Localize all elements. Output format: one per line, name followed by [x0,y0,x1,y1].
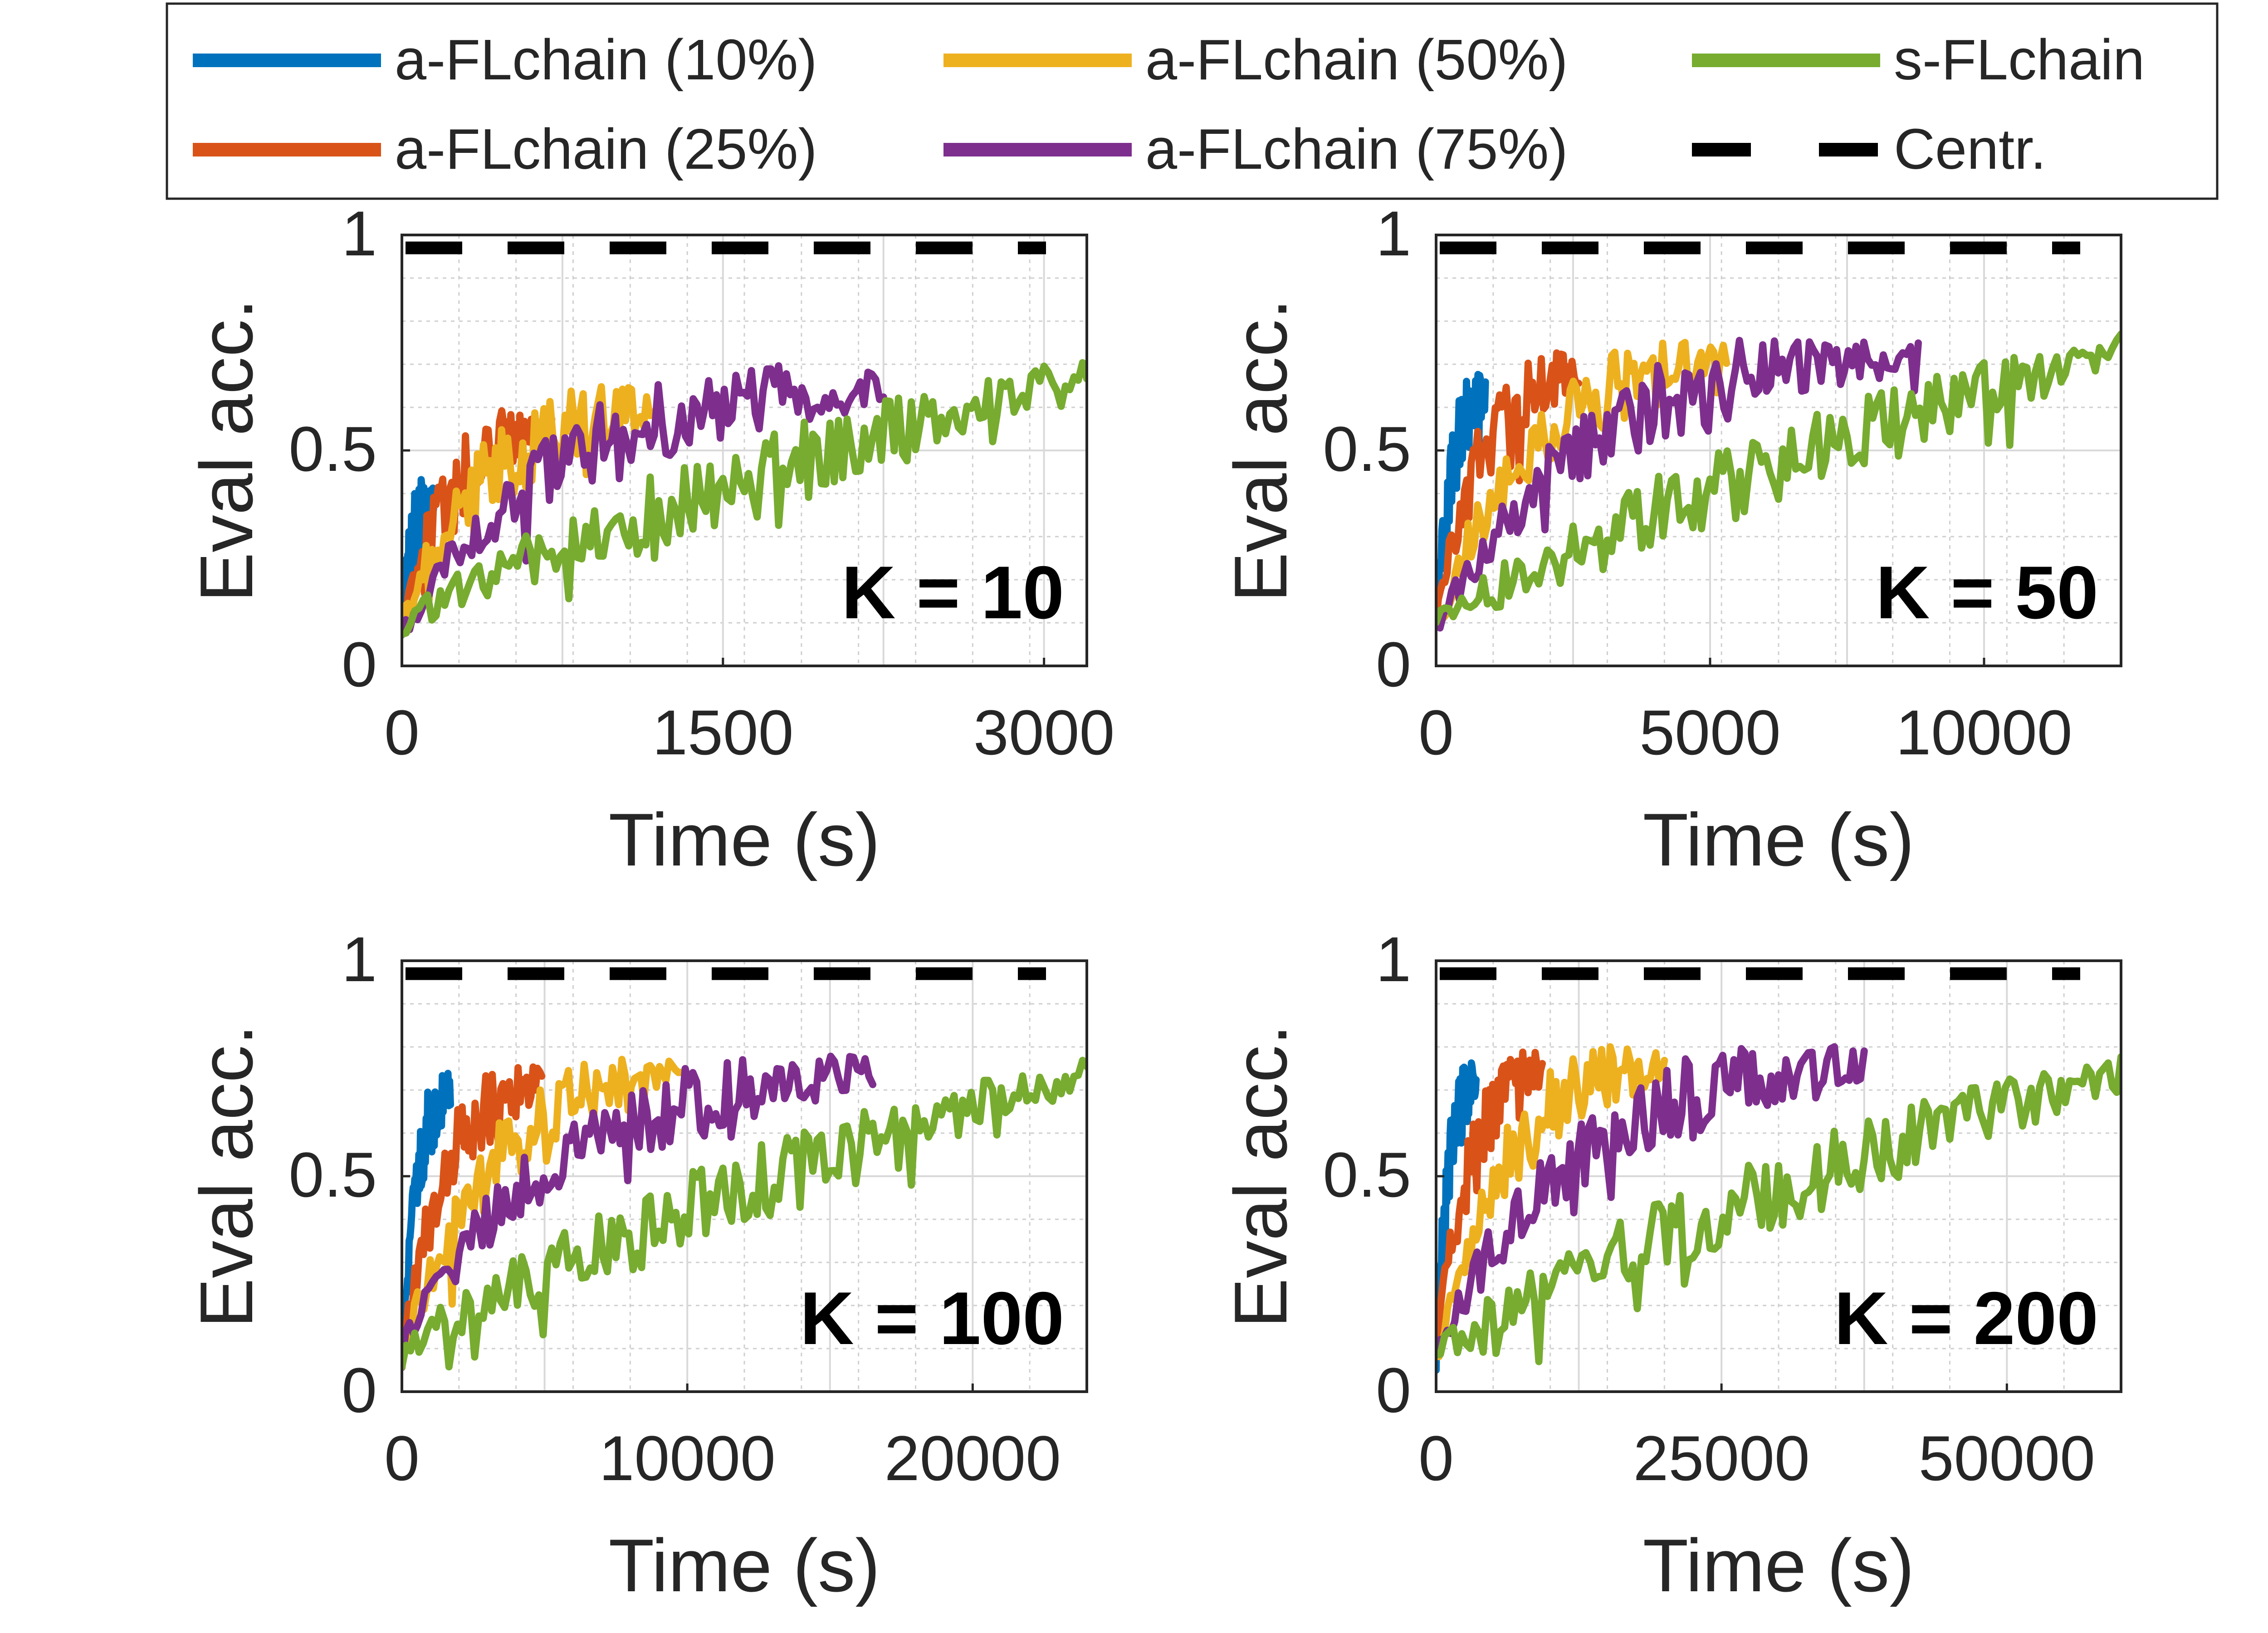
x-tick-label: 10000 [1896,697,2072,768]
y-tick-label: 1 [342,198,377,269]
legend-entry: a-FLchain (50%) [943,28,1568,92]
legend-label: a-FLchain (25%) [395,117,817,181]
x-tick-label: 0 [1418,697,1454,768]
series-line [1436,371,1489,627]
x-tick-label: 0 [384,697,420,768]
x-tick-label: 25000 [1633,1423,1810,1494]
y-tick-label: 0.5 [1323,413,1411,484]
series-line [402,1056,685,1371]
legend-label: Centr. [1894,117,2046,181]
series-line [402,1056,1087,1371]
legend-entry: a-FLchain (75%) [943,117,1568,181]
series-group [402,1052,1087,1371]
x-tick-label: 50000 [1919,1423,2095,1494]
x-tick-label: 0 [1418,1423,1454,1494]
series-line [1436,1043,1668,1360]
y-tick-label: 0 [1376,1354,1411,1426]
y-tick-label: 0 [342,629,377,700]
k-annotation: K = 100 [800,1276,1065,1360]
subplot-k10: 0 0.5 1 0 1500 3000 Time (s) Eval acc. K = 10 [185,198,1114,881]
series-line [402,362,887,638]
series-line [402,1052,877,1371]
series-line [1436,349,1583,627]
y-tick-label: 0.5 [288,413,377,484]
y-axis-label: Eval acc. [185,298,268,602]
legend-label: a-FLchain (75%) [1145,117,1568,181]
y-axis-label: Eval acc. [1219,1024,1302,1328]
series-line [402,1070,454,1371]
series-line [402,359,1087,638]
y-tick-label: 0.5 [288,1139,377,1210]
legend: a-FLchain (10%) a-FLchain (50%) s-FLchai… [166,2,2219,200]
subplot-k50: 0 0.5 1 0 5000 10000 Time (s) Eval acc. K = 50 [1219,198,2122,881]
x-axis-label: Time (s) [1643,1524,1915,1607]
y-tick-label: 0 [342,1354,377,1426]
x-tick-label: 20000 [885,1423,1061,1494]
legend-label: a-FLchain (10%) [395,28,817,92]
x-axis-label: Time (s) [1643,798,1915,881]
series-group [1436,1043,2121,1374]
series-line [1436,337,1922,632]
x-tick-label: 10000 [599,1423,776,1494]
x-tick-label: 5000 [1639,697,1780,768]
k-annotation: K = 200 [1834,1276,2099,1360]
series-line [1436,1048,1546,1359]
y-tick-label: 1 [1376,924,1411,995]
series-line [1436,1053,2121,1365]
x-tick-label: 1500 [652,697,793,768]
y-axis-label: Eval acc. [1219,298,1302,602]
k-annotation: K = 10 [841,551,1064,634]
y-tick-label: 1 [1376,198,1411,269]
series-group [402,359,1087,639]
series-line [1436,339,1730,627]
x-tick-label: 3000 [973,697,1114,768]
legend-label: s-FLchain [1894,28,2145,92]
series-line [1436,1043,1868,1359]
y-axis-label: Eval acc. [185,1024,268,1328]
series-line [1436,1059,1480,1374]
k-annotation: K = 50 [1876,551,2098,634]
x-tick-label: 0 [384,1423,420,1494]
x-axis-label: Time (s) [609,798,880,881]
legend-entry: a-FLchain (25%) [193,117,817,181]
series-line [1436,330,2121,626]
y-tick-label: 0 [1376,629,1411,700]
legend-label: a-FLchain (50%) [1145,28,1568,92]
series-line [402,1063,546,1371]
legend-entry: a-FLchain (10%) [193,28,817,92]
legend-entry: Centr. [1692,117,2046,181]
legend-box [166,2,2219,200]
series-group [1436,330,2121,632]
y-tick-label: 1 [342,924,377,995]
y-tick-label: 0.5 [1323,1139,1411,1210]
x-axis-label: Time (s) [609,1524,880,1607]
legend-entry: s-FLchain [1692,28,2145,92]
